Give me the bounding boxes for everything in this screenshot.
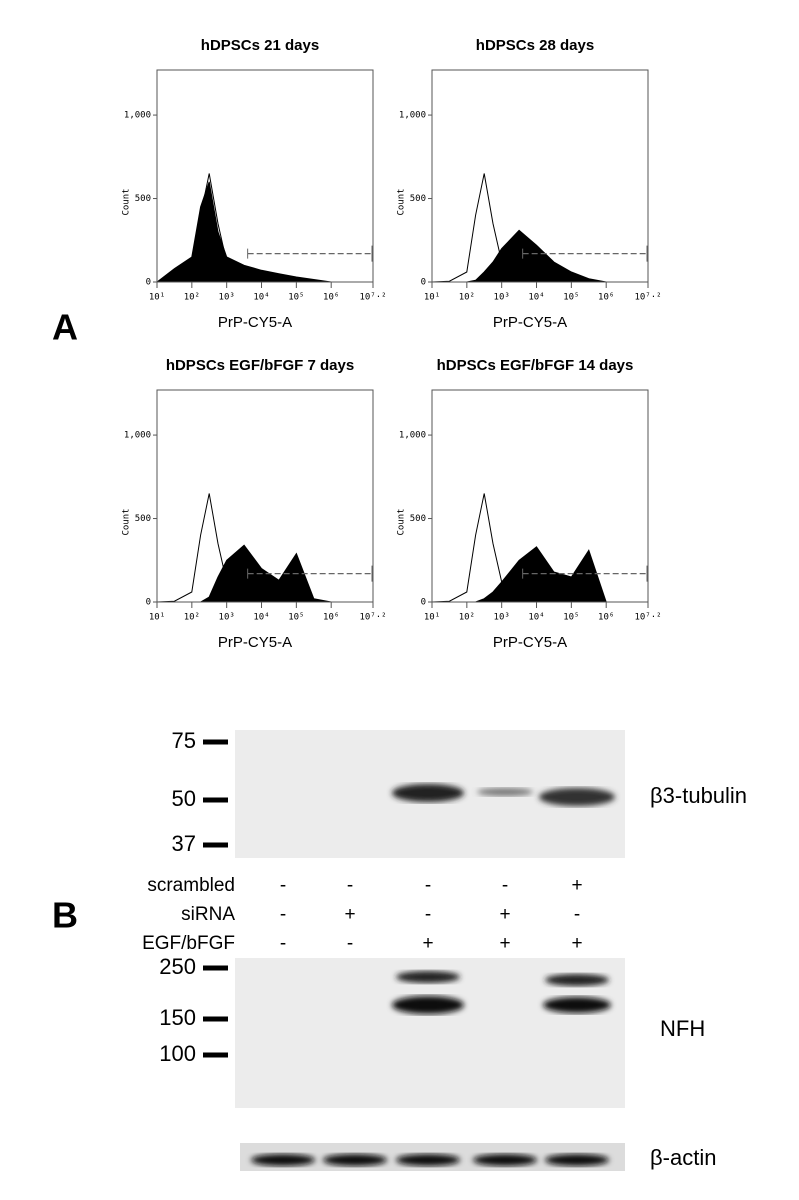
x-tick-label: 10⁷·² [634, 613, 661, 623]
x-tick-label: 10⁶ [323, 293, 339, 303]
mw-dash [203, 842, 228, 848]
x-tick-label: 10⁶ [598, 613, 614, 623]
y-tick-label: 1,000 [124, 431, 151, 441]
x-tick-label: 10⁴ [253, 293, 269, 303]
x-tick-label: 10⁴ [253, 613, 269, 623]
x-tick-label: 10⁵ [288, 293, 304, 303]
mw-dash [203, 797, 228, 803]
x-axis-title: PrP-CY5-A [218, 314, 292, 331]
y-tick-label: 1,000 [124, 111, 151, 121]
y-axis-title: Count [122, 188, 132, 215]
blot-images [235, 730, 625, 1171]
x-tick-label: 10⁷·² [634, 293, 661, 303]
y-tick-label: 500 [410, 194, 426, 204]
plot-frame [156, 389, 374, 603]
x-tick-label: 10¹ [424, 613, 440, 623]
condition-sign: + [571, 875, 582, 896]
plot-frame [431, 69, 649, 283]
y-axis-title: Count [397, 188, 407, 215]
y-tick-label: 0 [146, 278, 151, 288]
y-tick-label: 0 [421, 278, 426, 288]
condition-sign: - [425, 904, 431, 925]
y-tick-label: 1,000 [399, 431, 426, 441]
y-tick-label: 0 [421, 598, 426, 608]
x-axis-title: PrP-CY5-A [218, 634, 292, 651]
y-tick-label: 500 [135, 194, 151, 204]
x-tick-label: 10³ [494, 293, 510, 303]
condition-name: EGF/bFGF [142, 933, 235, 954]
blot-label: β-actin [650, 1145, 716, 1170]
mw-marker: 50 [172, 786, 196, 811]
y-axis-title: Count [397, 508, 407, 535]
x-tick-label: 10² [184, 613, 200, 623]
x-tick-label: 10⁴ [528, 293, 544, 303]
blot-label: β3-tubulin [650, 783, 747, 808]
condition-name: siRNA [181, 904, 235, 925]
condition-sign: + [571, 933, 582, 954]
condition-name: scrambled [147, 875, 235, 896]
plot-frame [156, 69, 374, 283]
histogram-area [155, 181, 366, 283]
y-tick-label: 500 [135, 514, 151, 524]
mw-marker: 100 [159, 1041, 196, 1066]
chart-title: hDPSCs 28 days [476, 37, 594, 54]
condition-sign: - [280, 904, 286, 925]
mw-dash [203, 1016, 228, 1022]
histogram-area [432, 229, 641, 283]
mw-marker: 75 [172, 728, 196, 753]
condition-sign: - [280, 933, 286, 954]
x-tick-label: 10² [184, 293, 200, 303]
y-tick-label: 500 [410, 514, 426, 524]
x-tick-label: 10⁶ [323, 613, 339, 623]
x-tick-label: 10² [459, 293, 475, 303]
blot-label: NFH [660, 1016, 705, 1041]
x-tick-label: 10¹ [424, 293, 440, 303]
x-tick-label: 10⁵ [563, 293, 579, 303]
x-tick-label: 10¹ [149, 613, 165, 623]
chart-title: hDPSCs EGF/bFGF 7 days [166, 357, 354, 374]
x-tick-label: 10² [459, 613, 475, 623]
x-tick-label: 10⁵ [288, 613, 304, 623]
mw-marker: 37 [172, 831, 196, 856]
chart-title: hDPSCs 21 days [201, 37, 319, 54]
panel-label: A [52, 307, 78, 348]
condition-sign: - [425, 875, 431, 896]
condition-sign: - [347, 933, 353, 954]
x-tick-label: 10⁶ [598, 293, 614, 303]
condition-sign: - [502, 875, 508, 896]
condition-sign: + [344, 904, 355, 925]
y-tick-label: 1,000 [399, 111, 426, 121]
mw-dash [203, 1052, 228, 1058]
condition-sign: + [499, 933, 510, 954]
panel-label: B [52, 895, 78, 936]
mw-dash [203, 965, 228, 971]
x-tick-label: 10⁵ [563, 613, 579, 623]
mw-marker: 250 [159, 954, 196, 979]
y-axis-title: Count [122, 508, 132, 535]
condition-sign: + [499, 904, 510, 925]
x-tick-label: 10⁴ [528, 613, 544, 623]
x-tick-label: 10³ [219, 613, 235, 623]
mw-marker: 150 [159, 1005, 196, 1030]
x-tick-label: 10¹ [149, 293, 165, 303]
condition-sign: - [574, 904, 580, 925]
x-axis-title: PrP-CY5-A [493, 314, 567, 331]
x-axis-title: PrP-CY5-A [493, 634, 567, 651]
y-tick-label: 0 [146, 598, 151, 608]
x-tick-label: 10³ [219, 293, 235, 303]
plot-frame [431, 389, 649, 603]
x-tick-label: 10⁷·² [359, 293, 386, 303]
condition-sign: - [280, 875, 286, 896]
x-tick-label: 10⁷·² [359, 613, 386, 623]
x-tick-label: 10³ [494, 613, 510, 623]
mw-dash [203, 739, 228, 745]
condition-sign: - [347, 875, 353, 896]
condition-sign: + [422, 933, 433, 954]
chart-title: hDPSCs EGF/bFGF 14 days [437, 357, 634, 374]
